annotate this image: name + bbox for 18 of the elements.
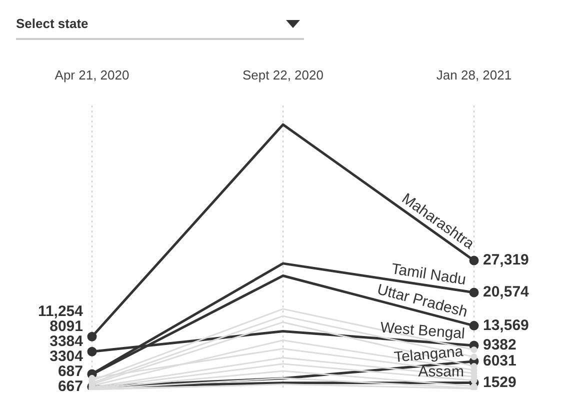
data-label: 3384: [50, 332, 84, 350]
data-label: 27,319: [483, 252, 529, 269]
x-tick-label: Jan 28, 2021: [436, 67, 512, 82]
data-label: 1529: [483, 374, 516, 391]
data-label: 667: [58, 378, 83, 395]
x-tick-label: Sept 22, 2020: [242, 67, 324, 82]
text: Tamil Nadu: [390, 260, 468, 289]
data-label: 20,574: [483, 284, 530, 301]
text: Select state: [16, 16, 88, 31]
data-label: 6031: [483, 352, 516, 370]
data-label: 11,254: [38, 302, 84, 320]
data-label: 8091: [50, 318, 83, 335]
x-tick-label: Apr 21, 2020: [54, 67, 130, 82]
data-label: 3304: [50, 348, 84, 365]
data-label: 9382: [483, 336, 516, 354]
data-label: 13,569: [483, 316, 529, 334]
data-label: 687: [58, 362, 83, 380]
series-label: West Bengal: [380, 319, 466, 342]
